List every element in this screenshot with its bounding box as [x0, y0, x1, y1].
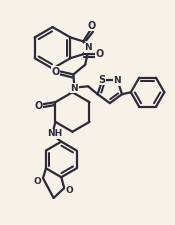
Text: O: O — [52, 67, 60, 76]
Text: S: S — [99, 75, 106, 85]
Text: N: N — [71, 84, 78, 93]
Text: O: O — [34, 101, 43, 111]
Text: NH: NH — [47, 129, 62, 138]
Text: O: O — [33, 177, 41, 186]
Text: O: O — [96, 49, 104, 59]
Text: O: O — [65, 186, 73, 195]
Text: N: N — [84, 43, 92, 52]
Text: N: N — [114, 76, 121, 85]
Text: O: O — [87, 20, 95, 31]
